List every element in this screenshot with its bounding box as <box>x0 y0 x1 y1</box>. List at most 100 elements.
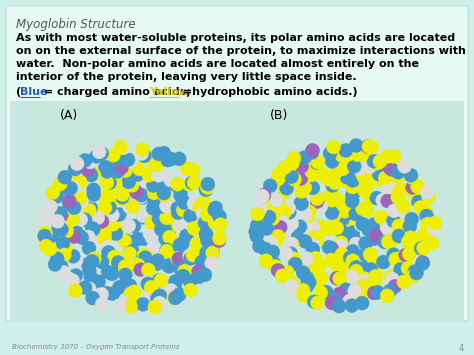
Circle shape <box>277 230 291 245</box>
Circle shape <box>100 176 114 190</box>
Circle shape <box>391 169 405 184</box>
Circle shape <box>389 252 403 266</box>
Circle shape <box>160 244 174 258</box>
Circle shape <box>380 289 394 303</box>
Circle shape <box>300 279 314 293</box>
Circle shape <box>266 245 280 259</box>
Circle shape <box>392 219 406 233</box>
Circle shape <box>362 140 376 153</box>
Circle shape <box>192 270 206 284</box>
Circle shape <box>392 229 406 243</box>
Circle shape <box>257 188 271 202</box>
Circle shape <box>82 282 96 296</box>
Text: 4: 4 <box>459 344 464 353</box>
Circle shape <box>68 162 82 176</box>
Circle shape <box>346 188 359 202</box>
Circle shape <box>184 217 198 231</box>
Circle shape <box>85 221 99 235</box>
Circle shape <box>163 230 177 244</box>
Text: =hydrophobic amino acids.): =hydrophobic amino acids.) <box>179 87 357 97</box>
Circle shape <box>328 293 342 307</box>
Circle shape <box>378 235 392 249</box>
Circle shape <box>43 242 57 256</box>
Circle shape <box>187 221 201 235</box>
Circle shape <box>92 291 107 305</box>
Circle shape <box>393 262 408 277</box>
Circle shape <box>150 257 164 271</box>
Circle shape <box>74 195 88 208</box>
Circle shape <box>125 178 139 192</box>
Circle shape <box>127 285 141 299</box>
Circle shape <box>109 152 123 166</box>
Circle shape <box>260 222 273 235</box>
Circle shape <box>301 209 315 223</box>
Circle shape <box>308 230 321 244</box>
Circle shape <box>138 251 152 264</box>
Circle shape <box>69 268 83 283</box>
Circle shape <box>285 156 300 170</box>
Circle shape <box>367 154 381 168</box>
Circle shape <box>144 280 158 294</box>
Circle shape <box>66 180 81 194</box>
Circle shape <box>278 185 292 199</box>
Circle shape <box>212 209 227 223</box>
Circle shape <box>255 189 269 203</box>
Circle shape <box>356 167 370 181</box>
Circle shape <box>357 272 372 285</box>
Circle shape <box>405 212 419 226</box>
Circle shape <box>335 148 349 162</box>
Circle shape <box>357 184 371 197</box>
Circle shape <box>342 175 356 189</box>
Circle shape <box>174 262 188 277</box>
Circle shape <box>372 167 386 181</box>
Circle shape <box>300 252 314 266</box>
Circle shape <box>206 246 219 260</box>
Circle shape <box>285 276 299 290</box>
Circle shape <box>205 256 219 270</box>
Circle shape <box>334 239 347 253</box>
Circle shape <box>146 190 161 204</box>
Circle shape <box>161 258 175 272</box>
Circle shape <box>58 170 72 184</box>
Circle shape <box>310 192 324 206</box>
Circle shape <box>348 218 363 231</box>
Circle shape <box>170 251 184 265</box>
Circle shape <box>322 240 336 254</box>
Circle shape <box>169 274 182 288</box>
Circle shape <box>403 219 417 233</box>
Circle shape <box>361 140 374 154</box>
Circle shape <box>308 263 322 277</box>
Circle shape <box>201 180 214 195</box>
Circle shape <box>335 195 349 209</box>
Circle shape <box>187 197 201 211</box>
Circle shape <box>122 219 136 233</box>
Circle shape <box>83 235 98 250</box>
Circle shape <box>206 245 220 259</box>
Circle shape <box>302 205 317 219</box>
Circle shape <box>269 260 283 273</box>
Circle shape <box>57 248 71 262</box>
Circle shape <box>69 253 83 267</box>
Circle shape <box>172 152 186 166</box>
Circle shape <box>325 241 338 256</box>
Circle shape <box>352 162 366 176</box>
Circle shape <box>75 230 89 245</box>
Circle shape <box>323 146 337 160</box>
Circle shape <box>293 220 307 234</box>
Circle shape <box>346 244 360 258</box>
Circle shape <box>319 285 333 299</box>
Circle shape <box>337 209 351 223</box>
Circle shape <box>73 212 88 226</box>
Circle shape <box>178 264 191 278</box>
Circle shape <box>139 293 153 307</box>
Circle shape <box>317 222 330 236</box>
Circle shape <box>384 269 398 284</box>
Circle shape <box>161 153 175 167</box>
Circle shape <box>249 225 263 239</box>
Circle shape <box>123 279 137 293</box>
Circle shape <box>387 149 401 163</box>
Circle shape <box>131 232 145 246</box>
Circle shape <box>115 190 129 204</box>
Circle shape <box>130 260 144 274</box>
Circle shape <box>81 257 95 271</box>
